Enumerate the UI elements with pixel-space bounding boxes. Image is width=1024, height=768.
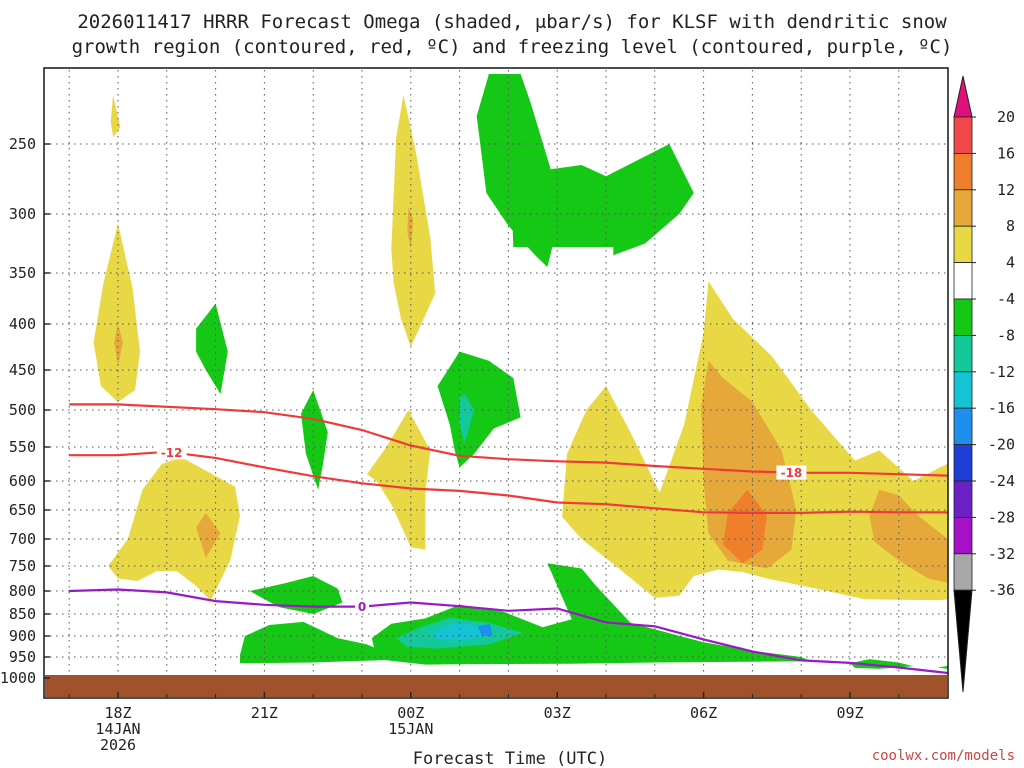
omega-neg-e [437,351,521,468]
omega-colorbar: 20 16 12 8 4 -4 -8 -12 -16 -20 -24 -28 -32 -36 [953,75,1015,693]
x-tick-label: 03Z [544,704,571,722]
y-tick-label-650: 650 [9,501,36,519]
x-tick-label: 15JAN [388,720,433,738]
x-tick-label: 00Z [397,704,424,722]
colorbar-box [953,298,973,336]
colorbar-label: -32 [988,545,1015,563]
colorbar-box [953,444,973,482]
y-tick-label-850: 850 [9,605,36,623]
credit-text: coolwx.com/models [872,748,1015,764]
dendritic-lower-line [69,450,948,515]
y-tick-label-500: 500 [9,401,36,419]
pressure-axis: 250 300 350 400 450 500 550 600 650 700 750 800 850 9… [0,135,50,687]
colorbar-top-arrow [953,75,973,118]
x-tick-label: 09Z [836,704,863,722]
colorbar-box [953,517,973,555]
omega-pos-b [93,223,140,402]
omega-pos-k [723,489,767,564]
omega-pos-d [108,457,240,601]
omega-pos-a [110,95,121,137]
y-tick-label-550: 550 [9,438,36,456]
colorbar-label: -16 [988,399,1015,417]
y-tick-label-350: 350 [9,264,36,282]
freezing-level-label: 0 [358,600,366,614]
colorbar-box [953,189,973,227]
y-tick-label-900: 900 [9,627,36,645]
x-tick-label: 2026 [100,736,136,754]
temperature-contour-layer: -18 -12 0 [69,403,948,674]
y-tick-label-750: 750 [9,557,36,575]
colorbar-box [953,334,973,373]
y-tick-label-700: 700 [9,530,36,548]
colorbar-label: 12 [997,181,1015,199]
chart-title-line2: growth region (contoured, red, ºC) and f… [72,36,953,58]
omega-pos-i [562,281,948,601]
x-axis-label: Forecast Time (UTC) [413,749,607,768]
colorbar-box [953,262,973,300]
colorbar-label: -28 [988,508,1015,526]
y-tick-label-950: 950 [9,648,36,666]
x-tick-label: 06Z [690,704,717,722]
y-tick-label-300: 300 [9,205,36,223]
colorbar-box [953,407,973,446]
chart-title-line1: 2026011417 HRRR Forecast Omega (shaded, … [77,11,947,33]
y-tick-label-800: 800 [9,582,36,600]
colorbar-label: 8 [1006,217,1015,235]
freezing-level-line [69,588,948,674]
colorbar-box [953,225,973,263]
x-tick-label: 21Z [251,704,278,722]
colorbar-box [953,480,973,518]
freezing-level-label-bg [355,599,369,614]
omega-pos-h [366,410,431,550]
y-tick-label-400: 400 [9,315,36,333]
colorbar-box [953,152,973,191]
y-tick-label-600: 600 [9,472,36,490]
omega-neg-b [510,144,694,256]
dendritic-lower-label-bg [156,445,187,460]
omega-neg-l [478,624,493,636]
omega-pos-f [391,95,436,347]
x-tick-label: 14JAN [95,720,140,738]
colorbar-label: -24 [988,472,1015,490]
dendritic-upper-label: -18 [781,466,803,480]
dendritic-upper-label-bg [776,465,807,480]
omega-neg-n [937,665,948,670]
plot-frame [43,67,949,699]
omega-neg-g [249,576,343,614]
colorbar-label: -4 [997,290,1015,308]
colorbar-box [953,116,973,154]
colorbar-label: 20 [997,108,1015,126]
omega-neg-d [301,390,328,490]
colorbar-label: 4 [1006,254,1015,272]
colorbar-bottom-arrow [953,589,973,693]
y-tick-label-1000: 1000 [0,669,36,687]
colorbar-box [953,371,973,409]
omega-pos-e [196,512,221,558]
colorbar-label: -20 [988,436,1015,454]
y-tick-label-250: 250 [9,135,36,153]
omega-neg-c [196,303,228,394]
omega-neg-h [240,621,401,664]
colorbar-label: -36 [988,581,1015,599]
omega-pos-j [701,360,797,569]
colorbar-label: -12 [988,363,1015,381]
omega-neg-f [459,394,475,444]
colorbar-label: -8 [997,326,1015,344]
ground-below-surface [45,675,947,697]
x-tick-label: 18Z [104,704,131,722]
colorbar-box [953,553,973,591]
y-tick-label-450: 450 [9,361,36,379]
omega-pos-c [114,324,123,366]
ground-layer [45,675,947,697]
dendritic-lower-label: -12 [161,446,183,460]
colorbar-label: 16 [997,144,1015,162]
dendritic-upper-line [69,403,948,477]
omega-pos-g [407,207,414,250]
